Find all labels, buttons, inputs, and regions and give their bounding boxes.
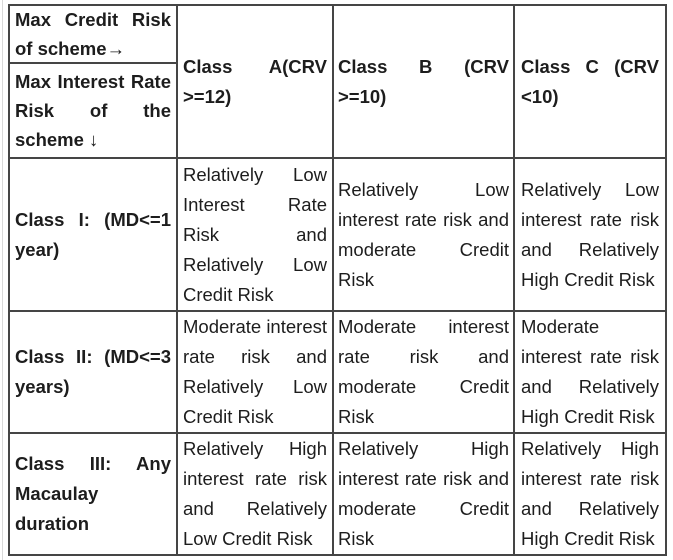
corner-cell-interest-rate-risk: Max Interest Rate Risk of the scheme ↓ [11,64,175,156]
cell-class-i-c: Relatively Low interest rate risk and Re… [513,157,667,312]
row-label-class-iii: Class III: Any Macaulay duration [8,432,178,556]
cell-class-ii-a: Moderate interest rate risk and Relative… [176,310,334,434]
col-header-class-a: Class A(CRV >=12) [176,4,334,159]
header-row: Max Credit Risk of scheme→ Max Interest … [8,4,667,159]
table-row-class-iii: Class III: Any Macaulay duration Relativ… [8,432,667,556]
table-row-class-i: Class I: (MD<=1 year) Relatively Low Int… [8,157,667,312]
col-header-class-b: Class B (CRV >=10) [332,4,515,159]
row-label-class-ii: Class II: (MD<=3 years) [8,310,178,434]
corner-bottom-label: Max Interest Rate Risk of the scheme ↓ [15,71,171,150]
scan-page-edge [2,0,3,560]
cell-class-i-b: Relatively Low interest rate risk and mo… [332,157,515,312]
row-label-class-i: Class I: (MD<=1 year) [8,157,178,312]
corner-cell: Max Credit Risk of scheme→ Max Interest … [8,4,178,159]
cell-class-iii-a: Relatively High interest rate risk and R… [176,432,334,556]
cell-class-iii-b: Relatively High interest rate risk and m… [332,432,515,556]
cell-class-ii-c: Moderate interest rate risk and Relative… [513,310,667,434]
cell-class-i-a: Relatively Low Interest Rate Risk and Re… [176,157,334,312]
table-row-class-ii: Class II: (MD<=3 years) Moderate interes… [8,310,667,434]
col-header-class-c: Class C (CRV <10) [513,4,667,159]
cell-class-ii-b: Moderate interest rate risk and moderate… [332,310,515,434]
corner-cell-credit-risk: Max Credit Risk of scheme→ [11,7,175,64]
cell-class-iii-c: Relatively High interest rate risk and R… [513,432,667,556]
risk-matrix-table: Max Credit Risk of scheme→ Max Interest … [8,4,667,556]
corner-top-label: Max Credit Risk of scheme→ [15,9,171,59]
